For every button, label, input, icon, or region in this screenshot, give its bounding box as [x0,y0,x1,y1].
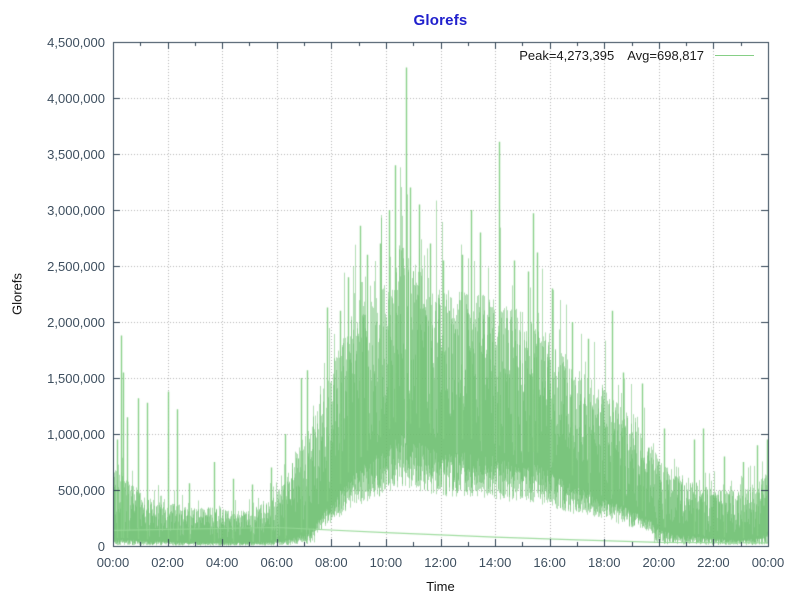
x-tick-label: 18:00 [587,555,621,570]
x-tick-label: 16:00 [533,555,566,570]
y-tick-label: 2,000,000 [47,315,105,330]
x-tick-label: 06:00 [260,555,294,570]
x-tick-label: 00:00 [751,555,785,570]
y-tick-label: 3,000,000 [47,203,105,218]
legend-avg-label: Avg=698,817 [627,48,704,63]
x-tick-label: 22:00 [697,555,730,570]
x-tick-label: 20:00 [642,555,676,570]
x-tick-label: 08:00 [315,555,348,570]
x-tick-label: 10:00 [369,555,403,570]
x-tick-label: 00:00 [96,555,130,570]
x-tick-label: 04:00 [205,555,239,570]
legend: Peak=4,273,395 Avg=698,817 [519,48,754,63]
chart-title: Glorefs [413,12,468,29]
x-tick-label: 02:00 [151,555,184,570]
y-tick-label: 500,000 [58,483,105,498]
x-tick-label: 12:00 [424,555,457,570]
y-tick-label: 4,500,000 [47,35,105,50]
x-tick-label: 14:00 [478,555,512,570]
y-tick-label: 0 [97,539,105,554]
y-tick-label: 3,500,000 [47,147,105,162]
y-tick-label: 1,500,000 [47,371,105,386]
y-tick-label: 2,500,000 [47,259,105,274]
y-tick-label: 1,000,000 [47,427,105,442]
y-axis-title: Glorefs [9,273,25,315]
legend-peak-label: Peak=4,273,395 [519,48,615,63]
legend-line-sample [715,55,754,56]
y-tick-label: 4,000,000 [47,91,105,106]
x-axis-title: Time [426,579,455,594]
